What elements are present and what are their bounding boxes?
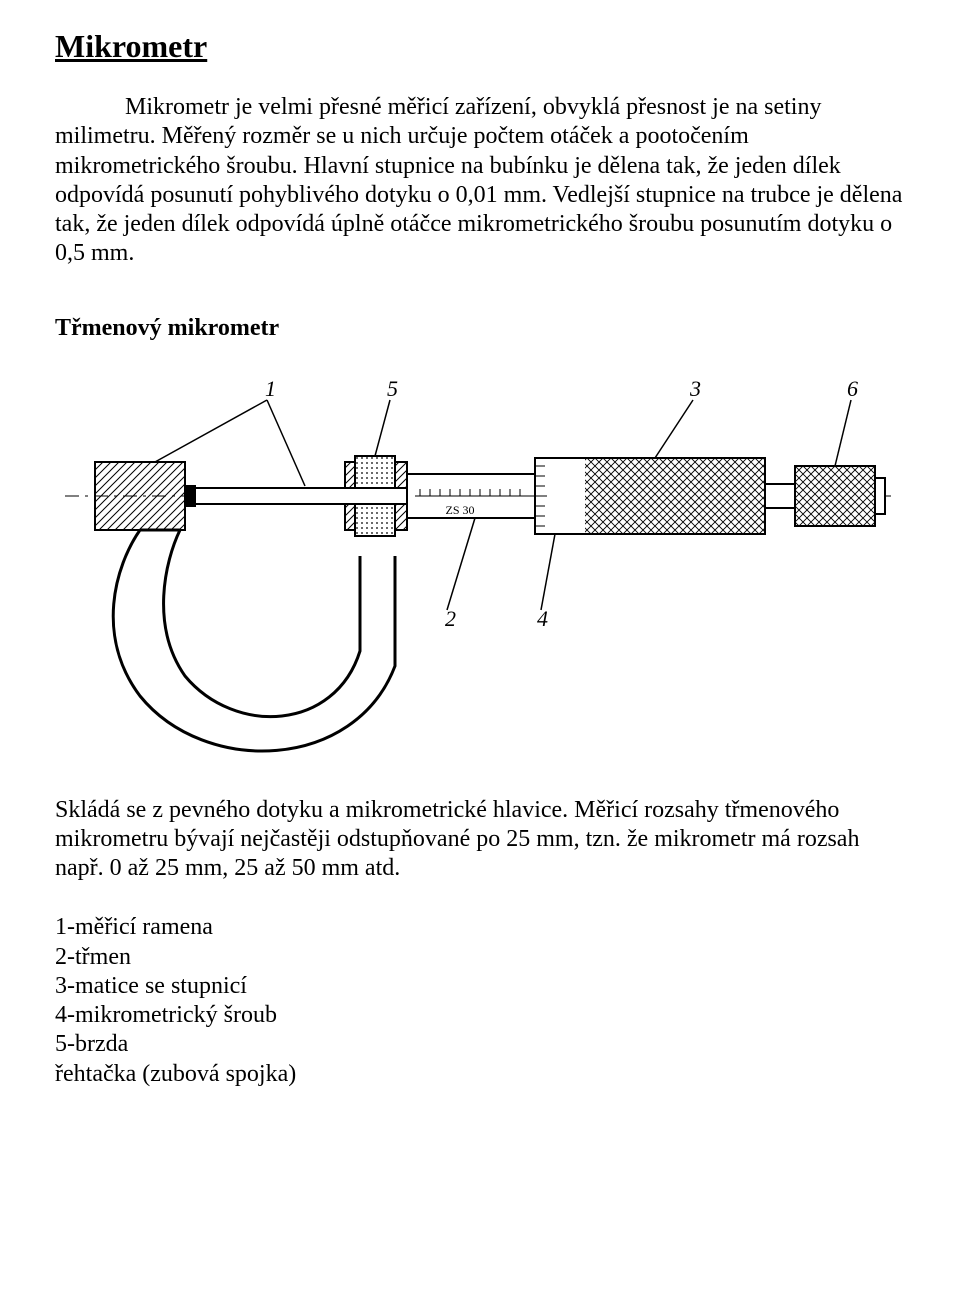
list-item: 5-brzda (55, 1030, 905, 1059)
list-item: 4-mikrometrický šroub (55, 1001, 905, 1030)
caption-paragraph: Skládá se z pevného dotyku a mikrometric… (55, 796, 905, 884)
list-item: 2-třmen (55, 943, 905, 972)
micrometer-diagram: ZS 30 1 5 3 (55, 366, 905, 766)
section-heading: Třmenový mikrometr (55, 315, 905, 342)
list-item: 1-měřicí ramena (55, 913, 905, 942)
list-item: řehtačka (zubová spojka) (55, 1060, 905, 1089)
figure-label-5: 5 (387, 376, 398, 401)
scale-label-text: ZS 30 (445, 503, 474, 517)
figure-label-4: 4 (537, 606, 548, 631)
list-item: 3-matice se stupnicí (55, 972, 905, 1001)
figure-label-3: 3 (689, 376, 701, 401)
parts-list: 1-měřicí ramena 2-třmen 3-matice se stup… (55, 913, 905, 1089)
document-page: Mikrometr Mikrometr je velmi přesné měři… (0, 0, 960, 1129)
intro-paragraph: Mikrometr je velmi přesné měřicí zařízen… (55, 93, 905, 269)
figure-label-1: 1 (265, 376, 276, 401)
figure-label-6: 6 (847, 376, 858, 401)
page-title: Mikrometr (55, 28, 905, 65)
